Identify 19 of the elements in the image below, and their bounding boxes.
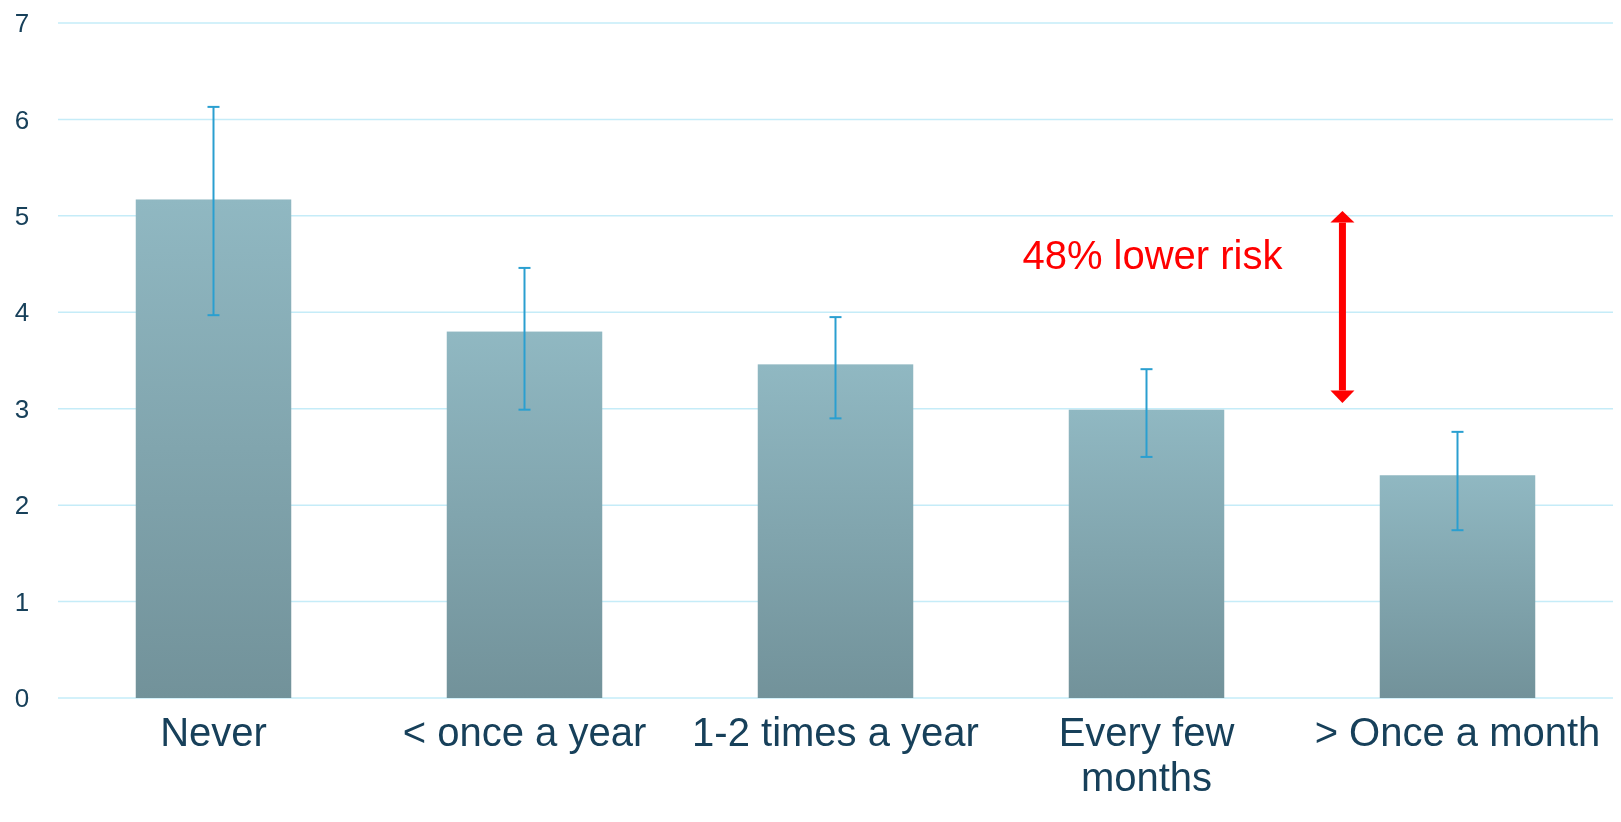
y-tick-label: 1 bbox=[14, 586, 30, 617]
y-tick-label: 2 bbox=[14, 490, 30, 521]
y-tick-label: 5 bbox=[14, 200, 30, 231]
annotation: 48% lower risk bbox=[1022, 232, 1284, 277]
y-tick-label: 0 bbox=[14, 683, 30, 714]
x-tick-label: Never bbox=[160, 710, 267, 754]
y-tick-label: 4 bbox=[14, 297, 30, 328]
x-tick-label: < once a year bbox=[402, 710, 647, 754]
bar bbox=[135, 199, 292, 698]
y-tick-label: 7 bbox=[14, 8, 30, 39]
x-tick-label: > Once a month bbox=[1314, 710, 1601, 754]
bar bbox=[757, 364, 914, 698]
x-tick-label: Every few months bbox=[1058, 710, 1235, 799]
y-tick-label: 3 bbox=[14, 393, 30, 424]
bar bbox=[1068, 409, 1225, 698]
bar bbox=[1379, 475, 1536, 698]
bar bbox=[446, 331, 603, 698]
x-tick-label: 1-2 times a year bbox=[692, 710, 979, 754]
y-tick-label: 6 bbox=[14, 104, 30, 135]
